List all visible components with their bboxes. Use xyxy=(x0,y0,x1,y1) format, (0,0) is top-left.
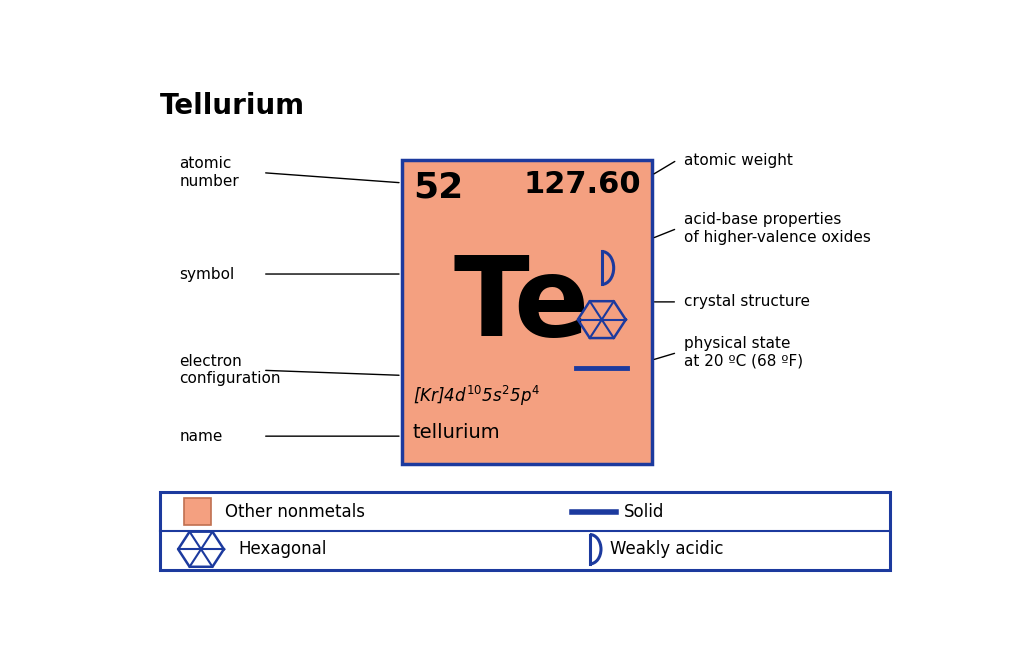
Text: Hexagonal: Hexagonal xyxy=(239,540,327,558)
Text: crystal structure: crystal structure xyxy=(684,294,810,309)
Text: Other nonmetals: Other nonmetals xyxy=(225,503,365,520)
Text: tellurium: tellurium xyxy=(413,423,501,442)
FancyBboxPatch shape xyxy=(401,160,651,464)
Text: Weakly acidic: Weakly acidic xyxy=(609,540,723,558)
Text: Te: Te xyxy=(454,253,590,359)
Text: $\mathregular{[Kr]4}d^{10}\mathregular{5}s^{2}\mathregular{5}p^{4}$: $\mathregular{[Kr]4}d^{10}\mathregular{5… xyxy=(413,384,540,408)
Text: Tellurium: Tellurium xyxy=(160,91,305,120)
Text: electron
configuration: electron configuration xyxy=(179,354,281,386)
Text: atomic
number: atomic number xyxy=(179,157,240,189)
Text: physical state
at 20 ºC (68 ºF): physical state at 20 ºC (68 ºF) xyxy=(684,336,803,368)
Text: acid-base properties
of higher-valence oxides: acid-base properties of higher-valence o… xyxy=(684,213,870,245)
FancyBboxPatch shape xyxy=(183,497,211,526)
Text: name: name xyxy=(179,428,223,443)
Text: 52: 52 xyxy=(413,170,463,204)
Text: 127.60: 127.60 xyxy=(523,170,641,199)
Text: symbol: symbol xyxy=(179,266,234,282)
FancyBboxPatch shape xyxy=(160,492,890,570)
Text: Solid: Solid xyxy=(624,503,665,520)
Text: atomic weight: atomic weight xyxy=(684,153,793,168)
